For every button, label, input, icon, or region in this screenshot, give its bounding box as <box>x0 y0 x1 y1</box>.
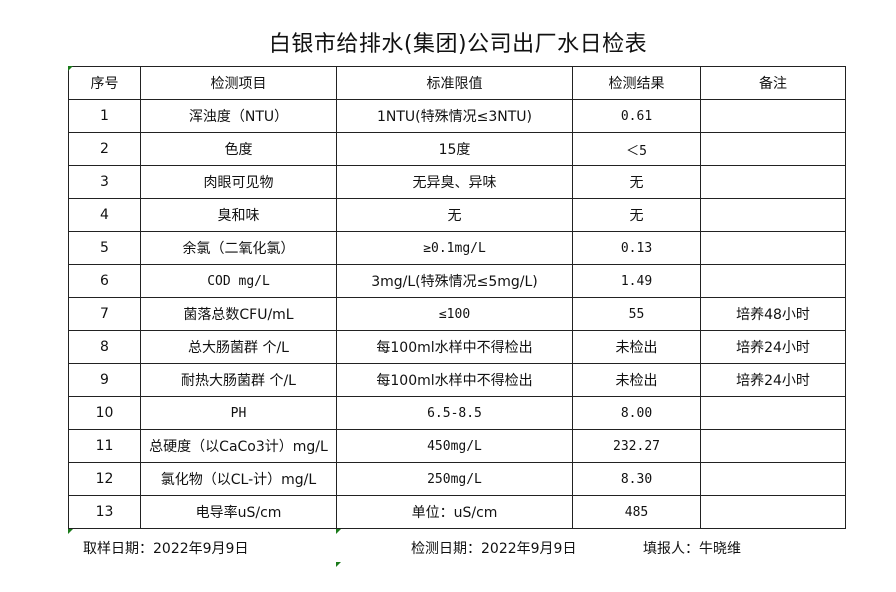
standard-limit-cell[interactable]: 15度 <box>336 132 573 166</box>
standard-limit-cell[interactable]: 6.5-8.5 <box>336 396 573 430</box>
row-number-cell[interactable]: 5 <box>68 231 141 265</box>
row-number-cell[interactable]: 12 <box>68 462 141 496</box>
table-row: 5 余氯（二氧化氯） ≥0.1mg/L 0.13 <box>68 231 846 265</box>
test-result-cell[interactable]: ＜5 <box>572 132 701 166</box>
table-row: 13 电导率uS/cm 单位：uS/cm 485 <box>68 495 846 529</box>
row-number-cell[interactable]: 6 <box>68 264 141 298</box>
row-number-cell[interactable]: 9 <box>68 363 141 397</box>
table-row: 9 耐热大肠菌群 个/L 每100ml水样中不得检出 未检出 培养24小时 <box>68 363 846 397</box>
inspection-table: 序号 检测项目 标准限值 检测结果 备注 1 浑浊度（NTU） 1NTU(特殊情况≤… <box>68 66 846 529</box>
remark-cell[interactable] <box>700 132 846 166</box>
table-row: 6 COD mg/L 3mg/L(特殊情况≤5mg/L) 1.49 <box>68 264 846 298</box>
table-row: 11 总硬度（以CaCo3计）mg/L 450mg/L 232.27 <box>68 429 846 463</box>
row-number-cell[interactable]: 13 <box>68 495 141 529</box>
standard-limit-cell[interactable]: 无异臭、异味 <box>336 165 573 199</box>
header-cell[interactable]: 检测结果 <box>572 66 701 100</box>
test-item-cell[interactable]: 氯化物（以CL-计）mg/L <box>140 462 337 496</box>
header-cell[interactable]: 序号 <box>68 66 141 100</box>
test-result-cell[interactable]: 0.13 <box>572 231 701 265</box>
row-number-cell[interactable]: 3 <box>68 165 141 199</box>
row-number-cell[interactable]: 11 <box>68 429 141 463</box>
sampling-date: 取样日期：2022年9月9日 <box>83 541 249 557</box>
header-cell[interactable]: 标准限值 <box>336 66 573 100</box>
test-result-cell[interactable]: 0.61 <box>572 99 701 133</box>
cell-marker <box>336 562 341 567</box>
test-item-cell[interactable]: 肉眼可见物 <box>140 165 337 199</box>
remark-cell[interactable] <box>700 396 846 430</box>
report-title: 白银市给排水(集团)公司出厂水日检表 <box>268 32 648 57</box>
standard-limit-cell[interactable]: 每100ml水样中不得检出 <box>336 330 573 364</box>
table-row: 2 色度 15度 ＜5 <box>68 132 846 166</box>
standard-limit-cell[interactable]: 450mg/L <box>336 429 573 463</box>
table-row: 3 肉眼可见物 无异臭、异味无 <box>68 165 846 199</box>
table-row: 12 氯化物（以CL-计）mg/L 250mg/L 8.30 <box>68 462 846 496</box>
test-item-cell[interactable]: 耐热大肠菌群 个/L <box>140 363 337 397</box>
remark-cell[interactable]: 培养24小时 <box>700 330 846 364</box>
remark-cell[interactable] <box>700 264 846 298</box>
row-number-cell[interactable]: 7 <box>68 297 141 331</box>
reporter: 填报人：牛晓维 <box>643 541 741 557</box>
remark-cell[interactable] <box>700 495 846 529</box>
row-number-cell[interactable]: 8 <box>68 330 141 364</box>
table-row: 4 臭和味无无 <box>68 198 846 232</box>
remark-cell[interactable] <box>700 429 846 463</box>
table-row: 7 菌落总数CFU/mL ≤100 55 培养48小时 <box>68 297 846 331</box>
standard-limit-cell[interactable]: 每100ml水样中不得检出 <box>336 363 573 397</box>
test-result-cell[interactable]: 232.27 <box>572 429 701 463</box>
remark-cell[interactable] <box>700 231 846 265</box>
test-item-cell[interactable]: 菌落总数CFU/mL <box>140 297 337 331</box>
test-result-cell[interactable]: 未检出 <box>572 363 701 397</box>
remark-cell[interactable]: 培养48小时 <box>700 297 846 331</box>
standard-limit-cell[interactable]: ≥0.1mg/L <box>336 231 573 265</box>
standard-limit-cell[interactable]: 无 <box>336 198 573 232</box>
header-cell[interactable]: 检测项目 <box>140 66 337 100</box>
cell-marker <box>68 529 73 534</box>
row-number-cell[interactable]: 10 <box>68 396 141 430</box>
remark-cell[interactable] <box>700 462 846 496</box>
test-item-cell[interactable]: COD mg/L <box>140 264 337 298</box>
test-result-cell[interactable]: 无 <box>572 165 701 199</box>
header-cell[interactable]: 备注 <box>700 66 846 100</box>
row-number-cell[interactable]: 2 <box>68 132 141 166</box>
test-item-cell[interactable]: 总硬度（以CaCo3计）mg/L <box>140 429 337 463</box>
test-result-cell[interactable]: 未检出 <box>572 330 701 364</box>
test-date: 检测日期：2022年9月9日 <box>411 541 577 557</box>
test-result-cell[interactable]: 8.00 <box>572 396 701 430</box>
table-row: 10 PH 6.5-8.5 8.00 <box>68 396 846 430</box>
test-result-cell[interactable]: 无 <box>572 198 701 232</box>
cell-marker <box>68 66 73 71</box>
test-result-cell[interactable]: 55 <box>572 297 701 331</box>
test-item-cell[interactable]: 总大肠菌群 个/L <box>140 330 337 364</box>
cell-marker <box>336 529 341 534</box>
remark-cell[interactable] <box>700 165 846 199</box>
test-item-cell[interactable]: PH <box>140 396 337 430</box>
table-row: 8 总大肠菌群 个/L 每100ml水样中不得检出 未检出 培养24小时 <box>68 330 846 364</box>
test-item-cell[interactable]: 浑浊度（NTU） <box>140 99 337 133</box>
test-item-cell[interactable]: 色度 <box>140 132 337 166</box>
remark-cell[interactable] <box>700 99 846 133</box>
table-row: 1 浑浊度（NTU） 1NTU(特殊情况≤3NTU) 0.61 <box>68 99 846 133</box>
test-item-cell[interactable]: 臭和味 <box>140 198 337 232</box>
row-number-cell[interactable]: 1 <box>68 99 141 133</box>
standard-limit-cell[interactable]: 单位：uS/cm <box>336 495 573 529</box>
standard-limit-cell[interactable]: 1NTU(特殊情况≤3NTU) <box>336 99 573 133</box>
remark-cell[interactable]: 培养24小时 <box>700 363 846 397</box>
test-result-cell[interactable]: 485 <box>572 495 701 529</box>
test-item-cell[interactable]: 余氯（二氧化氯） <box>140 231 337 265</box>
row-number-cell[interactable]: 4 <box>68 198 141 232</box>
header-row: 序号 检测项目 标准限值 检测结果 备注 <box>68 66 846 100</box>
test-result-cell[interactable]: 8.30 <box>572 462 701 496</box>
test-item-cell[interactable]: 电导率uS/cm <box>140 495 337 529</box>
standard-limit-cell[interactable]: 250mg/L <box>336 462 573 496</box>
standard-limit-cell[interactable]: 3mg/L(特殊情况≤5mg/L) <box>336 264 573 298</box>
remark-cell[interactable] <box>700 198 846 232</box>
standard-limit-cell[interactable]: ≤100 <box>336 297 573 331</box>
test-result-cell[interactable]: 1.49 <box>572 264 701 298</box>
